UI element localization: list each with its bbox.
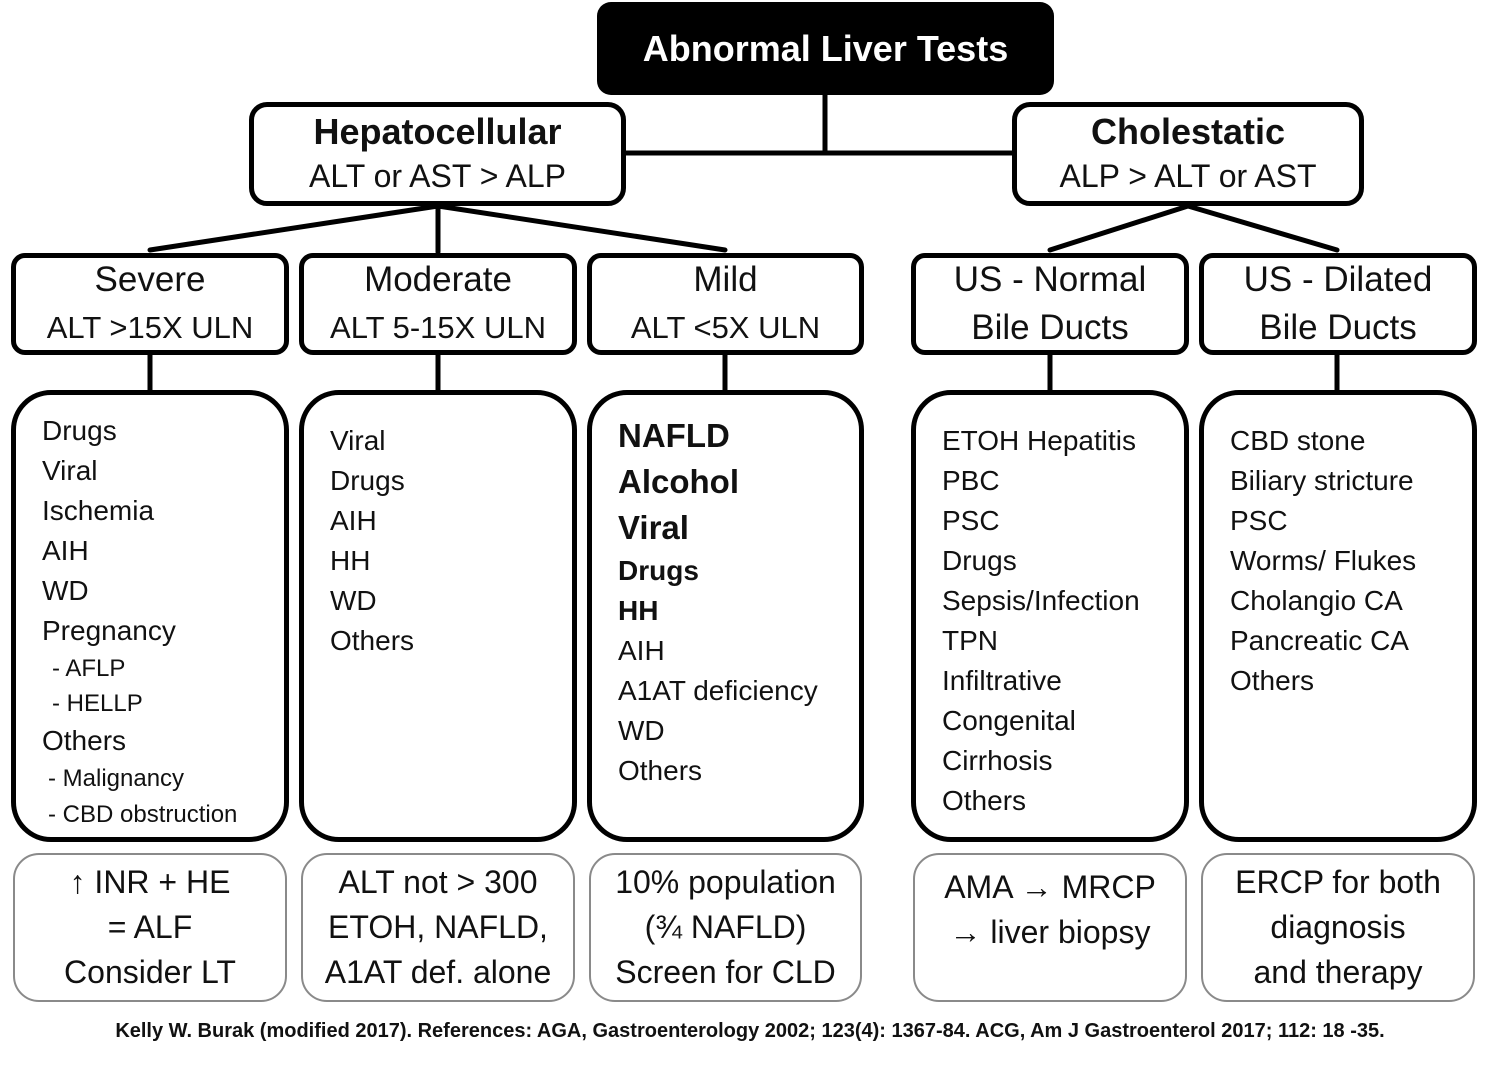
list-item: Infiltrative: [942, 665, 1062, 696]
list-item: Ischemia: [42, 495, 155, 526]
list-item: Drugs: [330, 465, 405, 496]
moderate-note: ALT not > 300 ETOH, NAFLD, A1AT def. alo…: [301, 853, 575, 1002]
moderate-title: Moderate: [364, 260, 512, 299]
list-item: Others: [42, 725, 127, 756]
list-item: Viral: [42, 455, 98, 486]
note-line: → liver biopsy: [949, 914, 1151, 950]
note-line: (¾ NAFLD): [644, 909, 807, 945]
list-subitem: - CBD obstruction: [48, 801, 238, 828]
note-line: and therapy: [1253, 954, 1423, 990]
us-normal-note: AMA → MRCP → liver biopsy: [913, 853, 1187, 1002]
us-dilated-title-line1: US - Dilated: [1243, 260, 1433, 299]
us-dilated-causes-list: CBD stone Biliary stricture PSC Worms/ F…: [1199, 390, 1477, 842]
footer-citation: Kelly W. Burak (modified 2017). Referenc…: [115, 1020, 1385, 1042]
note-line: = ALF: [107, 909, 193, 945]
note-line: ALT not > 300: [338, 864, 538, 900]
list-subitem: - Malignancy: [48, 765, 185, 792]
note-line: ↑ INR + HE: [69, 864, 231, 900]
cholestatic-node: Cholestatic ALP > ALT or AST: [1012, 102, 1364, 206]
mild-note: 10% population (¾ NAFLD) Screen for CLD: [589, 853, 862, 1002]
list-item: Drugs: [618, 555, 699, 586]
list-item: Biliary stricture: [1230, 465, 1414, 496]
note-line: 10% population: [615, 864, 836, 900]
list-item: ETOH Hepatitis: [942, 425, 1136, 456]
list-subitem: - AFLP: [52, 655, 126, 682]
list-item: WD: [618, 715, 665, 746]
us-dilated-note: ERCP for both diagnosis and therapy: [1201, 853, 1475, 1002]
us-normal-title-line1: US - Normal: [953, 260, 1147, 299]
list-item: Others: [330, 625, 415, 656]
note-line: diagnosis: [1270, 909, 1406, 945]
list-item: Congenital: [942, 705, 1076, 736]
severe-criteria: ALT >15X ULN: [46, 310, 254, 345]
moderate-causes-list: Viral Drugs AIH HH WD Others: [299, 390, 577, 842]
mild-node: Mild ALT <5X ULN: [587, 253, 864, 355]
mild-causes-list: NAFLD Alcohol Viral Drugs HH AIH A1AT de…: [587, 390, 864, 842]
note-line: Screen for CLD: [615, 954, 836, 990]
hepatocellular-title: Hepatocellular: [313, 111, 562, 152]
hepatocellular-node: Hepatocellular ALT or AST > ALP: [249, 102, 626, 206]
note-line: ETOH, NAFLD,: [328, 909, 548, 945]
list-item: AIH: [618, 635, 665, 666]
us-dilated-node: US - Dilated Bile Ducts: [1199, 253, 1477, 355]
list-item: Others: [1230, 665, 1315, 696]
mild-criteria: ALT <5X ULN: [630, 310, 821, 345]
list-item: PSC: [1230, 505, 1288, 536]
list-item: Viral: [618, 509, 689, 546]
list-item: Worms/ Flukes: [1230, 545, 1417, 576]
list-item: CBD stone: [1230, 425, 1366, 456]
list-item: AIH: [42, 535, 89, 566]
list-item: Cirrhosis: [942, 745, 1053, 776]
note-line: Consider LT: [64, 954, 236, 990]
list-item: NAFLD: [618, 417, 730, 454]
list-item: WD: [42, 575, 89, 606]
us-normal-node: US - Normal Bile Ducts: [911, 253, 1189, 355]
severe-title: Severe: [94, 260, 206, 299]
list-item: Drugs: [942, 545, 1017, 576]
severe-causes-list: Drugs Viral Ischemia AIH WD Pregnancy - …: [11, 390, 289, 842]
list-item: A1AT deficiency: [618, 675, 818, 706]
list-item: Pregnancy: [42, 615, 176, 646]
moderate-criteria: ALT 5-15X ULN: [330, 310, 546, 345]
list-item: HH: [330, 545, 371, 576]
severe-note: ↑ INR + HE = ALF Consider LT: [13, 853, 287, 1002]
note-line: ERCP for both: [1235, 864, 1441, 900]
root-node-title: Abnormal Liver Tests: [597, 2, 1054, 95]
list-item: TPN: [942, 625, 998, 656]
us-normal-causes-list: ETOH Hepatitis PBC PSC Drugs Sepsis/Infe…: [911, 390, 1189, 842]
list-item: Others: [618, 755, 703, 786]
list-item: Drugs: [42, 415, 117, 446]
cholestatic-criteria: ALP > ALT or AST: [1059, 158, 1317, 194]
list-item: Sepsis/Infection: [942, 585, 1140, 616]
list-subitem: - HELLP: [52, 690, 143, 717]
list-item: PSC: [942, 505, 1000, 536]
hepatocellular-criteria: ALT or AST > ALP: [308, 158, 567, 194]
list-item: WD: [330, 585, 377, 616]
note-line: AMA → MRCP: [944, 869, 1156, 905]
note-line: A1AT def. alone: [324, 954, 552, 990]
list-item: Viral: [330, 425, 386, 456]
list-item: HH: [618, 595, 659, 626]
us-normal-title-line2: Bile Ducts: [971, 308, 1129, 347]
cholestatic-title: Cholestatic: [1090, 111, 1286, 152]
us-dilated-title-line2: Bile Ducts: [1259, 308, 1417, 347]
list-item: Others: [942, 785, 1027, 816]
list-item: PBC: [942, 465, 1000, 496]
mild-title: Mild: [693, 260, 758, 299]
list-item: Pancreatic CA: [1230, 625, 1409, 656]
list-item: AIH: [330, 505, 377, 536]
severe-node: Severe ALT >15X ULN: [11, 253, 289, 355]
moderate-node: Moderate ALT 5-15X ULN: [299, 253, 577, 355]
list-item: Cholangio CA: [1230, 585, 1403, 616]
list-item: Alcohol: [618, 463, 739, 500]
